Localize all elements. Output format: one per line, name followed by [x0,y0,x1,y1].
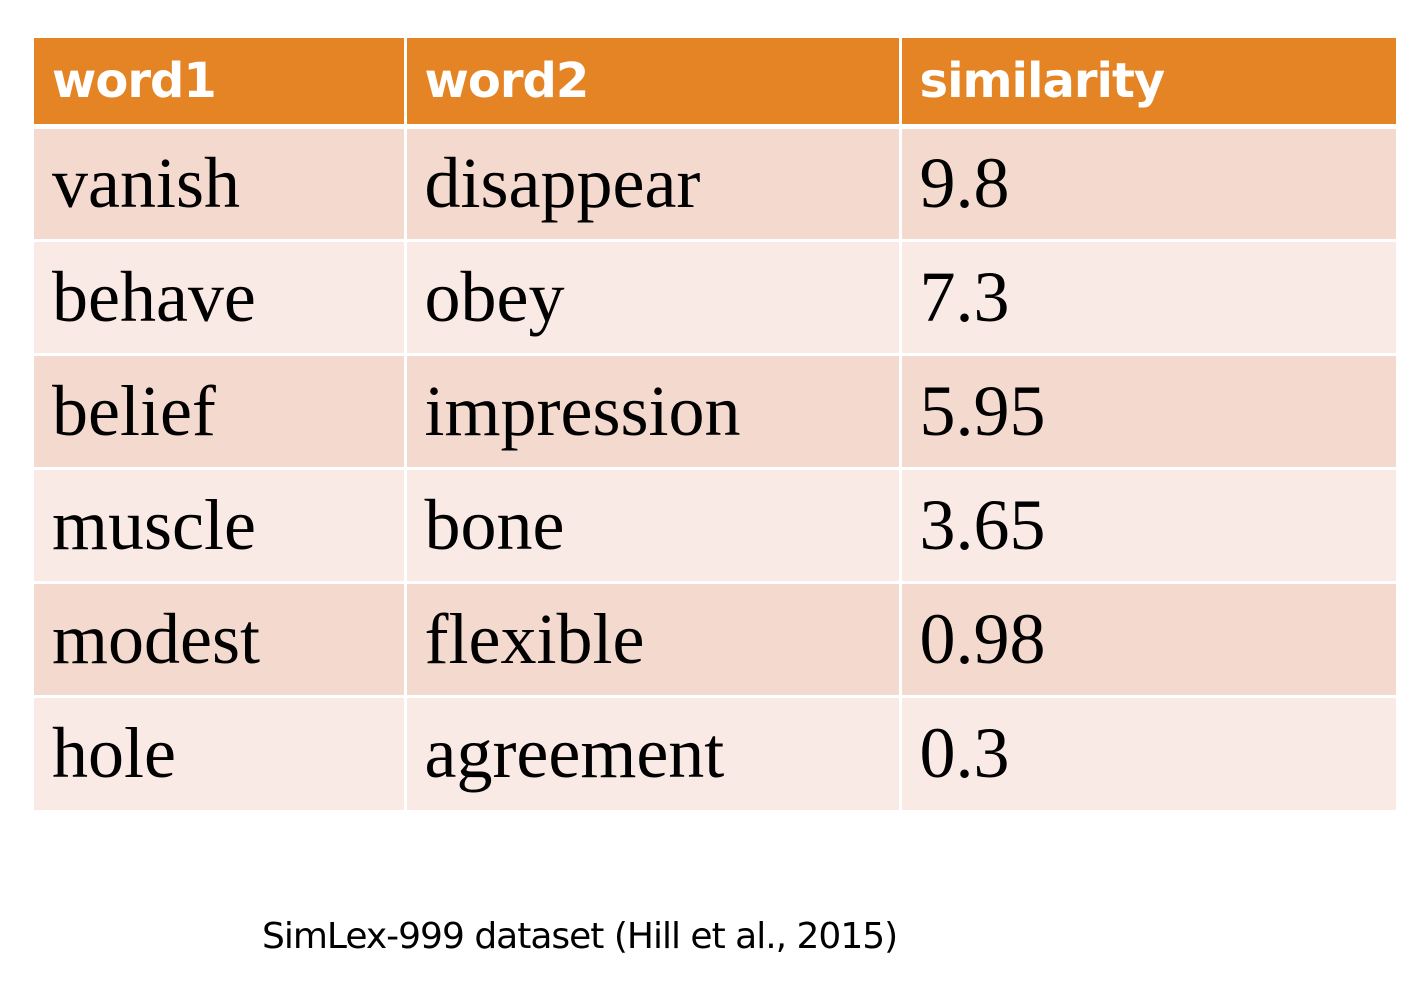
table-row: hole agreement 0.3 [34,696,1396,810]
similarity-cell: 7.3 [900,240,1396,356]
word1-cell: vanish [34,126,407,242]
word1-cell: belief [34,354,407,470]
column-header-word2: word2 [405,38,902,129]
word2-cell: impression [405,354,902,470]
similarity-cell: 3.65 [900,468,1396,584]
dataset-caption: SimLex-999 dataset (Hill et al., 2015) [262,916,898,957]
word1-cell: modest [34,582,407,698]
header-row: word1 word2 similarity [34,38,1396,129]
table-row: belief impression 5.95 [34,354,1396,470]
table-body: vanish disappear 9.8 behave obey 7.3 bel… [34,126,1396,810]
column-header-similarity: similarity [900,38,1396,129]
table-row: behave obey 7.3 [34,240,1396,356]
table-header: word1 word2 similarity [34,38,1396,129]
word2-cell: flexible [405,582,902,698]
table-row: vanish disappear 9.8 [34,126,1396,242]
similarity-cell: 0.98 [900,582,1396,698]
similarity-cell: 5.95 [900,354,1396,470]
word2-cell: obey [405,240,902,356]
table-row: muscle bone 3.65 [34,468,1396,584]
column-header-word1: word1 [34,38,407,129]
word1-cell: behave [34,240,407,356]
table-row: modest flexible 0.98 [34,582,1396,698]
word1-cell: muscle [34,468,407,584]
word2-cell: disappear [405,126,902,242]
word1-cell: hole [34,696,407,810]
word2-cell: agreement [405,696,902,810]
similarity-cell: 0.3 [900,696,1396,810]
similarity-cell: 9.8 [900,126,1396,242]
word2-cell: bone [405,468,902,584]
similarity-table: word1 word2 similarity vanish disappear … [34,38,1396,810]
